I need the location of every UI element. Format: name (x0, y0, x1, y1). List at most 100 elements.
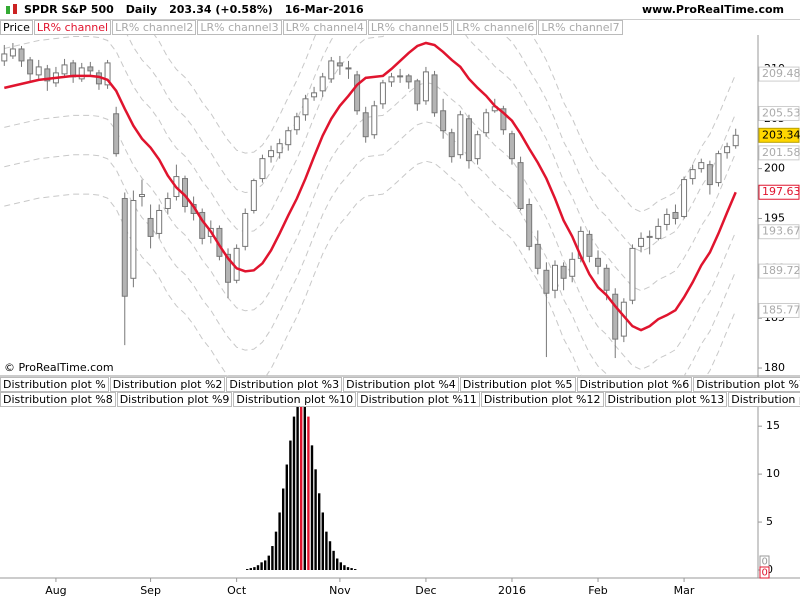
candle-body (311, 92, 318, 98)
candle-body (371, 105, 378, 136)
tab[interactable]: LR% channel (33, 20, 112, 35)
copyright: © ProRealTime.com (4, 361, 114, 374)
candle-body (397, 75, 404, 78)
value-label: 189.72 (762, 264, 800, 277)
candle-body (663, 213, 670, 225)
candle-body (569, 258, 576, 277)
tab[interactable]: LR% channel6 (453, 20, 538, 35)
candle-body (715, 153, 722, 184)
tab[interactable]: Distribution plot %10 (233, 392, 357, 407)
candle-body (9, 48, 16, 57)
tab[interactable]: Distribution plot %12 (480, 392, 604, 407)
candle-body (388, 76, 395, 83)
candle-body (414, 80, 421, 105)
value-label: 193.67 (762, 225, 800, 238)
tab[interactable]: LR% channel7 (538, 20, 623, 35)
bar (274, 531, 278, 570)
candle-body (724, 146, 731, 154)
candle-body (706, 164, 713, 186)
bar (339, 562, 342, 570)
candle-body (27, 59, 34, 75)
tab[interactable]: Distribution plot %13 (604, 392, 728, 407)
candle-body (379, 82, 386, 105)
tab[interactable]: LR% channel5 (367, 20, 453, 35)
channel-line (4, 35, 737, 292)
bar (300, 407, 303, 570)
value-box (758, 224, 800, 240)
value-box (758, 145, 800, 161)
value-label: 205.53 (762, 106, 800, 119)
bar (260, 562, 263, 570)
value-box (759, 566, 770, 579)
candle-body (44, 68, 51, 82)
candle-body (508, 133, 515, 160)
bar (328, 541, 332, 570)
candle-body (328, 60, 335, 80)
tab[interactable]: Distribution plot %6 (576, 377, 693, 392)
value-label: 209.48 (762, 67, 800, 80)
candle-body (483, 112, 490, 134)
candle-body (104, 62, 111, 86)
candle-body (586, 233, 593, 257)
value-label: 197.63 (762, 185, 800, 198)
x-tick-label: Feb (588, 584, 607, 597)
bar (246, 569, 249, 570)
channel-line (4, 81, 737, 371)
tab[interactable]: Price (0, 20, 33, 35)
candle-body (1, 53, 8, 62)
lr-line (4, 41, 737, 332)
tab[interactable]: Distribution plot %4 (343, 377, 459, 392)
symbol: SPDR S&P 500 (24, 3, 114, 16)
bar (332, 550, 335, 570)
candle-body (156, 209, 163, 234)
tab[interactable]: Distribution plot %2 (109, 377, 226, 392)
tab[interactable]: LR% channel2 (112, 20, 197, 35)
tab[interactable]: Distribution plot %5 (459, 377, 576, 392)
candle-body (138, 194, 145, 198)
tab[interactable]: LR% channel4 (282, 20, 367, 35)
tab[interactable]: Distribution plot % (0, 377, 109, 392)
candle-body (336, 62, 343, 67)
candle-body (603, 267, 610, 291)
tab[interactable]: Distribution plot %3 (226, 377, 343, 392)
tab[interactable]: Distribution plot %14 (728, 392, 800, 407)
bar (318, 493, 321, 570)
price-panel (1, 35, 739, 376)
bar (271, 546, 274, 570)
value-box (758, 127, 800, 143)
bar (325, 531, 328, 570)
bar (289, 440, 292, 570)
bar (256, 565, 260, 570)
y-tick-label: 15 (766, 419, 780, 432)
candle-body (612, 293, 619, 340)
tab[interactable]: Distribution plot %7 (693, 377, 800, 392)
period: Daily (125, 3, 158, 16)
candle-body (78, 67, 85, 80)
distribution-panel (246, 407, 357, 570)
candle-body (164, 198, 171, 209)
tab[interactable]: Distribution plot %9 (116, 392, 233, 407)
candle-body (431, 74, 438, 114)
candle-body (595, 257, 602, 267)
bar (343, 565, 346, 570)
bar (292, 416, 296, 570)
quote: 203.34 (+0.58%) (169, 3, 273, 16)
bar (321, 512, 324, 570)
value-box (758, 263, 800, 279)
x-tick-label: Mar (674, 584, 695, 597)
candle-body (543, 269, 550, 294)
x-tick-label: Nov (329, 584, 351, 597)
bar (307, 416, 310, 570)
tab[interactable]: Distribution plot %11 (357, 392, 480, 407)
tab[interactable]: Distribution plot %8 (0, 392, 116, 407)
value-box (758, 184, 800, 200)
bar (354, 569, 357, 570)
value-label: 185.77 (762, 303, 800, 316)
tab[interactable]: LR% channel3 (197, 20, 282, 35)
x-tick-label: Aug (45, 584, 66, 597)
candle-body (35, 66, 42, 76)
candle-body (87, 66, 94, 72)
candle-body (302, 98, 309, 116)
value-box (758, 302, 800, 318)
candle-body (517, 162, 524, 209)
